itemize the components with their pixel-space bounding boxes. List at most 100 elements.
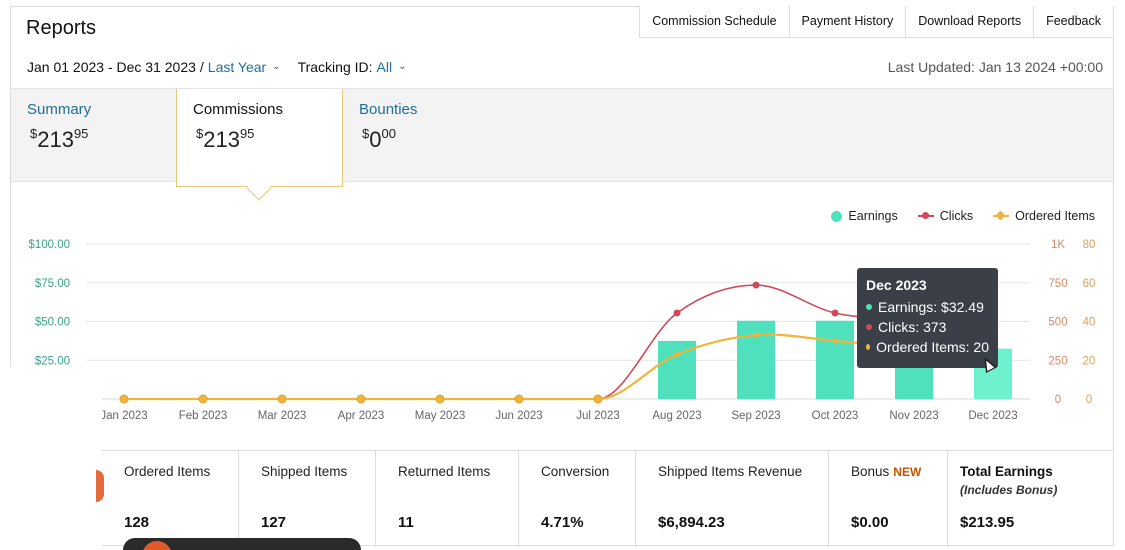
ordered-items-point [435,394,445,404]
x-tick-label: Apr 2023 [338,410,385,422]
tooltip-title: Dec 2023 [866,277,927,293]
tab-commissions[interactable]: Commissions $21395 [176,89,343,201]
earnings-chart: $100.00 $75.00 $50.00 $25.00 1K 750 500 250 0 80 6… [28,239,1096,422]
download-reports-button[interactable]: Download Reports [905,6,1035,38]
stat-label: Bonus NEW [851,464,922,479]
stat-label: Total Earnings [960,464,1053,479]
stat-value: $213.95 [960,514,1015,531]
x-tick-label: Feb 2023 [179,410,228,422]
chart-legend: Earnings Clicks Ordered Items [811,209,1095,223]
ordered-items-point [198,394,208,404]
ordered-dot-icon [866,344,871,350]
ordered-items-point [277,394,287,404]
stat-shipped-revenue: Shipped Items Revenue $6,894.23 [636,451,829,547]
clicks-point [752,281,760,289]
stat-bonus: Bonus NEW $0.00 [829,451,948,547]
legend-earnings-label: Earnings [848,209,898,223]
y-left-tick-label: $25.00 [35,355,70,367]
earnings-bar [737,320,775,399]
floating-toolbar [123,538,361,550]
clicks-point [831,309,839,317]
tab-bounties-value: $000 [362,126,396,152]
chevron-down-icon[interactable]: ⌄ [398,60,407,72]
tab-summary-value: $21395 [30,126,89,152]
x-tick-label: Nov 2023 [889,410,938,422]
x-tick-label: Dec 2023 [968,410,1017,422]
legend-clicks-label: Clicks [939,209,974,223]
filter-row: Jan 01 2023 - Dec 31 2023 / Last Year ⌄ … [27,59,406,75]
stat-ordered-items: Ordered Items 128 [102,451,239,547]
toolbar-record-icon [142,541,172,550]
screen-overlay [0,367,102,550]
tab-commissions-value: $21395 [196,126,255,152]
payment-history-button[interactable]: Payment History [788,6,907,38]
x-tick-label: Mar 2023 [258,410,307,422]
y-left-tick-label: $75.00 [35,278,70,290]
commission-schedule-button[interactable]: Commission Schedule [639,6,790,38]
report-tabs: Summary $21395 Commissions $21395 Bounti… [11,88,1113,201]
y-right-ordered-tick-label: 60 [1083,278,1096,290]
period-dropdown[interactable]: Last Year [207,59,267,75]
ordered-items-point [514,394,524,404]
ordered-items-point [119,394,129,404]
ordered-items-point [753,332,759,338]
x-tick-label: Sep 2023 [731,410,780,422]
stat-total-earnings: Total Earnings (Includes Bonus) $213.95 [948,451,1114,547]
ordered-items-point [593,394,603,404]
y-right-clicks-tick-label: 500 [1048,317,1067,329]
tab-bounties[interactable]: Bounties $000 [343,89,508,183]
tracking-id-dropdown[interactable]: All [376,59,393,75]
stat-returned-items: Returned Items 11 [376,451,519,547]
floating-widget-edge [96,470,104,502]
feedback-button[interactable]: Feedback [1033,6,1114,38]
clicks-dot-icon [866,324,872,330]
stat-sublabel: (Includes Bonus) [960,483,1058,497]
date-separator: / [199,59,204,75]
legend-ordered-items[interactable]: Ordered Items [993,209,1095,223]
chevron-down-icon[interactable]: ⌄ [272,60,281,72]
clicks-line-icon [917,212,934,219]
stat-value: $6,894.23 [658,514,725,531]
last-updated: Last Updated: Jan 13 2024 +00:00 [887,59,1103,75]
y-right-ordered-tick-label: 40 [1083,317,1096,329]
stat-label: Conversion [541,464,610,479]
ordered-items-point [832,338,838,344]
date-range: Jan 01 2023 - Dec 31 2023 [27,59,196,75]
stat-shipped-items: Shipped Items 127 [239,451,376,547]
x-tick-label: Jun 2023 [495,410,542,422]
earnings-dot-icon [831,210,843,222]
top-nav: Commission Schedule Payment History Down… [639,6,1114,38]
chart-tooltip: Dec 2023 Earnings: $32.49 Clicks: 373 Or… [857,268,998,368]
new-badge: NEW [893,465,922,479]
x-tick-label: May 2023 [415,410,466,422]
stat-value: 11 [398,514,414,531]
tab-commissions-label: Commissions [193,101,284,118]
stat-label: Ordered Items [124,464,211,479]
ordered-line-icon [993,210,1010,221]
stat-conversion: Conversion 4.71% [519,451,636,547]
tracking-id-label: Tracking ID: [297,59,373,75]
clicks-point [673,309,681,317]
legend-clicks[interactable]: Clicks [917,209,974,223]
stats-table: Ordered Items 128 Shipped Items 127 Retu… [102,450,1114,547]
y-right-clicks-tick-label: 1K [1051,239,1065,251]
y-right-ordered-tick-label: 0 [1086,394,1092,406]
stat-label: Returned Items [398,464,491,479]
tab-summary[interactable]: Summary $21395 [11,89,176,183]
y-right-clicks-tick-label: 250 [1048,355,1067,367]
x-tick-label: Oct 2023 [812,410,859,422]
y-right-clicks-tick-label: 0 [1055,394,1061,406]
y-right-ordered-tick-label: 80 [1083,239,1096,251]
page-title: Reports [26,17,97,39]
legend-earnings[interactable]: Earnings [831,209,898,223]
earnings-dot-icon [866,304,872,310]
tab-summary-label: Summary [27,101,92,118]
x-tick-label: Aug 2023 [652,410,701,422]
x-tick-label: Jan 2023 [100,410,147,422]
y-right-ordered-tick-label: 20 [1083,355,1096,367]
tooltip-row-clicks: Clicks: 373 [866,317,989,337]
stat-value: 128 [124,514,150,531]
tab-bounties-label: Bounties [359,101,418,118]
stat-label: Shipped Items [261,464,348,479]
